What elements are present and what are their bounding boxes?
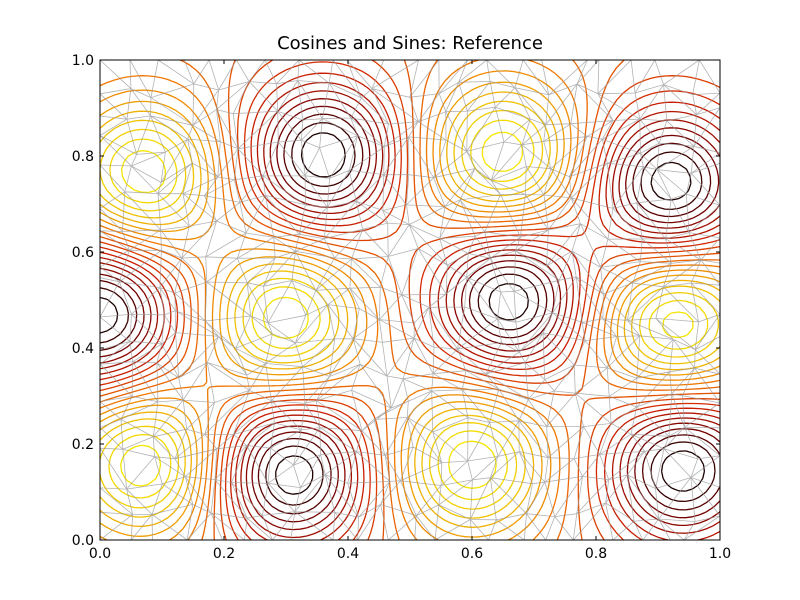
axes-frame: [99, 59, 721, 541]
x-axis: 0.0 0.2 0.4 0.6 0.8 1.0: [89, 60, 731, 562]
y-tick-label: 0.6: [72, 245, 94, 261]
x-tick-label: 0.4: [337, 546, 359, 562]
chart-title: Cosines and Sines: Reference: [277, 33, 543, 54]
mesh-edges: [100, 60, 720, 540]
y-tick-label: 0.8: [72, 149, 94, 165]
y-axis: 0.0 0.2 0.4 0.6 0.8 1.0: [72, 53, 720, 549]
contour-level: [100, 100, 720, 519]
contour-level: [100, 122, 716, 506]
contour-level: [100, 72, 720, 540]
contour-level: [100, 98, 720, 531]
y-tick-label: 1.0: [72, 53, 94, 69]
y-tick-label: 0.4: [72, 341, 94, 357]
y-tick-label: 0.2: [72, 437, 94, 453]
x-tick-label: 0.8: [585, 546, 607, 562]
x-tick-label: 1.0: [709, 546, 731, 562]
x-tick-label: 0.6: [461, 546, 483, 562]
x-tick-label: 0.2: [213, 546, 235, 562]
triangle-mesh: [100, 60, 720, 540]
y-tick-label: 0.0: [72, 533, 94, 549]
contour-level: [100, 61, 720, 540]
x-tick-label: 0.0: [89, 546, 111, 562]
